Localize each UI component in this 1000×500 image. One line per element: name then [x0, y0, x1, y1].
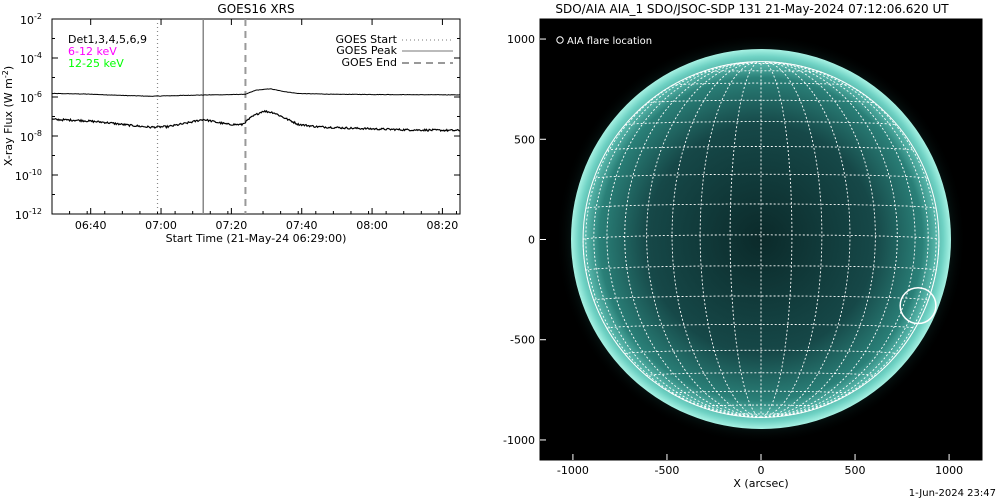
- goes-x-tick-label: 08:00: [356, 219, 388, 232]
- grid-meridian: [606, 61, 762, 418]
- goes-legend: GOES Start GOES Peak GOES End: [336, 33, 453, 69]
- grid-meridian: [760, 61, 876, 418]
- grid-meridian: [729, 61, 762, 418]
- grid-meridian: [760, 61, 823, 418]
- grid-parallel: [671, 390, 851, 394]
- grid-parallel: [729, 413, 793, 416]
- aia-y-tick-label: 1000: [507, 33, 535, 46]
- goes-y-tick-label: 10-2: [20, 12, 42, 27]
- sun-disk: [571, 49, 951, 429]
- aia-x-tick-label: 0: [758, 464, 765, 477]
- goes-y-ticks: 10-2 10-4 10-6 10-8 10-10 10-12: [15, 12, 460, 222]
- goes-flux-series-lower: [52, 109, 460, 133]
- grid-parallel: [730, 63, 792, 65]
- flare-location-marker: [899, 287, 937, 325]
- goes-y-tick-label: 10-4: [20, 51, 42, 66]
- grid-parallel: [606, 146, 916, 151]
- grid-meridian: [593, 61, 762, 418]
- goes-panel: GOES16 XRS 06:40 07:00 07:20 07:40 08:00 08:2…: [1, 2, 461, 245]
- info-band-low: 6-12 keV: [68, 45, 117, 58]
- grid-meridian: [646, 61, 762, 418]
- grid-parallel: [699, 404, 823, 408]
- aia-x-axis-label: X (arcsec): [733, 477, 788, 490]
- grid-parallel: [585, 203, 937, 209]
- goes-ylabel-exp: -2: [1, 70, 10, 78]
- grid-meridian: [760, 61, 929, 418]
- goes-y-tick-label: 10-10: [15, 168, 42, 183]
- aia-x-ticks: -1000 -500 0 500 1000: [557, 454, 963, 477]
- grid-meridian: [585, 63, 762, 418]
- goes-ylabel-close: ): [2, 66, 15, 70]
- info-detectors: Det1,3,4,5,6,9: [68, 33, 147, 46]
- aia-y-tick-label: 0: [528, 234, 535, 247]
- goes-ylabel-main: X-ray Flux (W m: [2, 78, 15, 166]
- grid-meridian: [760, 61, 898, 418]
- grid-meridian: [760, 61, 851, 418]
- goes-title: GOES16 XRS: [217, 2, 294, 16]
- goes-y-axis-label: X-ray Flux (W m-2): [1, 66, 15, 166]
- goes-x-ticks: 06:40 07:00 07:20 07:40 08:00 08:20: [51, 19, 459, 232]
- goes-y-tick-label: 10-12: [15, 207, 42, 222]
- grid-parallel: [593, 295, 929, 301]
- aia-x-tick-label: 1000: [935, 464, 963, 477]
- grid-meridian: [760, 61, 793, 418]
- goes-x-tick-label: 07:40: [286, 219, 318, 232]
- goes-y-tick-label: 10-6: [20, 90, 42, 105]
- grid-parallel: [624, 349, 898, 355]
- grid-meridian: [624, 61, 762, 418]
- aia-title: SDO/AIA AIA_1 SDO/JSOC-SDP 131 21-May-20…: [555, 2, 949, 16]
- grid-parallel: [672, 82, 850, 86]
- aia-y-ticks: 1000 500 0 -500 -1000: [503, 33, 546, 447]
- legend-end-label: GOES End: [341, 56, 397, 69]
- aia-x-tick-label: -500: [654, 464, 679, 477]
- goes-y-tick-label: 10-8: [20, 129, 42, 144]
- grid-parallel: [700, 70, 822, 73]
- grid-parallel: [624, 121, 898, 126]
- aia-y-tick-label: 500: [514, 133, 535, 146]
- grid-meridian: [699, 61, 762, 418]
- grid-parallel: [593, 173, 929, 179]
- grid-meridian: [760, 61, 916, 418]
- aia-legend-label: AIA flare location: [567, 36, 652, 47]
- aia-x-tick-label: -1000: [557, 464, 589, 477]
- grid-meridian: [760, 63, 937, 418]
- goes-x-tick-label: 06:40: [75, 219, 107, 232]
- solar-limb: [582, 61, 940, 418]
- grid-parallel: [582, 234, 940, 240]
- grid-parallel: [646, 99, 876, 104]
- goes-x-tick-label: 07:00: [145, 219, 177, 232]
- footer-timestamp: 1-Jun-2024 23:47: [909, 488, 996, 499]
- goes-x-axis-label: Start Time (21-May-24 06:29:00): [166, 232, 347, 245]
- heliographic-grid: [582, 61, 940, 418]
- aia-x-tick-label: 500: [845, 464, 866, 477]
- info-band-high: 12-25 keV: [68, 57, 124, 70]
- goes-x-tick-label: 07:20: [216, 219, 248, 232]
- goes-flux-series-upper: [52, 88, 460, 97]
- aia-panel: SDO/AIA AIA_1 SDO/JSOC-SDP 131 21-May-20…: [503, 2, 983, 490]
- aia-y-tick-label: -1000: [503, 434, 535, 447]
- aia-legend-circle-icon: [556, 36, 564, 44]
- legend-start-label: GOES Start: [336, 33, 398, 46]
- legend-peak-label: GOES Peak: [336, 44, 397, 57]
- goes-series: [52, 88, 460, 133]
- goes-x-tick-label: 08:20: [427, 219, 459, 232]
- grid-meridian: [671, 61, 762, 418]
- aia-y-tick-label: -500: [510, 334, 535, 347]
- goes-event-lines: [156, 19, 247, 214]
- grid-parallel: [606, 323, 916, 329]
- grid-parallel: [646, 372, 876, 377]
